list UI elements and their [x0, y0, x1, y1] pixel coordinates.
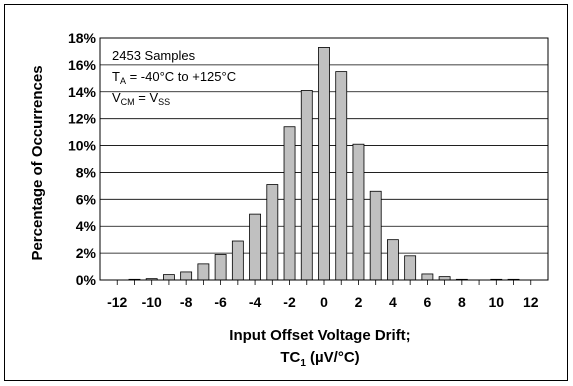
y-tick-label: 14% — [68, 84, 97, 100]
y-tick-label: 4% — [76, 218, 97, 234]
histogram-bar — [163, 274, 175, 281]
y-tick-label: 0% — [76, 272, 97, 288]
y-tick-label: 16% — [68, 57, 97, 73]
histogram-bar — [335, 71, 348, 281]
x-tick-label: -4 — [249, 294, 262, 310]
x-tick-label: 10 — [489, 294, 505, 310]
histogram-bar — [300, 90, 313, 281]
x-axis-title-line1: Input Offset Voltage Drift; — [229, 327, 410, 344]
histogram-bar — [231, 240, 244, 281]
annotation-samples: 2453 Samples — [112, 48, 196, 63]
histogram-bar — [387, 239, 399, 281]
x-tick-label: 2 — [355, 294, 363, 310]
histogram-bar — [318, 47, 330, 281]
x-tick-label: -10 — [142, 294, 162, 310]
histogram-bar — [369, 190, 382, 281]
x-tick-label: 4 — [389, 294, 397, 310]
x-tick-labels: -12 -10 -8 -6 -4 -2 0 2 4 6 8 10 12 — [107, 280, 539, 310]
annotation-temperature: TA = -40°C to +125°C — [112, 69, 236, 86]
y-tick-label: 10% — [68, 138, 97, 154]
histogram-bar — [404, 255, 417, 281]
histogram-bar — [266, 184, 279, 281]
y-axis-title: Percentage of Occurrences — [29, 65, 46, 260]
x-tick-label: -8 — [180, 294, 193, 310]
y-tick-label: 18% — [68, 30, 97, 46]
y-tick-label: 8% — [76, 164, 97, 180]
y-tick-labels: 0% 2% 4% 6% 8% 10% 12% 14% 16% 18% — [68, 30, 97, 288]
histogram-bar — [283, 126, 296, 281]
histogram-bar — [421, 273, 434, 281]
annotation-vcm: VCM = VSS — [112, 90, 170, 107]
y-tick-label: 2% — [76, 245, 97, 261]
x-tick-label: 0 — [320, 294, 328, 310]
histogram-bar — [438, 276, 451, 281]
y-tick-label: 6% — [76, 191, 97, 207]
x-tick-label: 6 — [423, 294, 431, 310]
histogram-bar — [197, 263, 210, 281]
x-tick-label: -6 — [214, 294, 227, 310]
histogram-bar — [180, 271, 193, 281]
bars — [128, 47, 520, 281]
x-tick-label: 12 — [523, 294, 539, 310]
x-tick-label: -2 — [283, 294, 296, 310]
y-tick-label: 12% — [68, 111, 97, 127]
x-tick-label: 8 — [458, 294, 466, 310]
histogram-bar — [214, 254, 227, 281]
histogram-bar — [249, 213, 261, 281]
x-tick-label: -12 — [107, 294, 127, 310]
histogram-bar — [352, 143, 365, 281]
x-axis-title-line2: TC1 (µV/°C) — [280, 349, 359, 369]
